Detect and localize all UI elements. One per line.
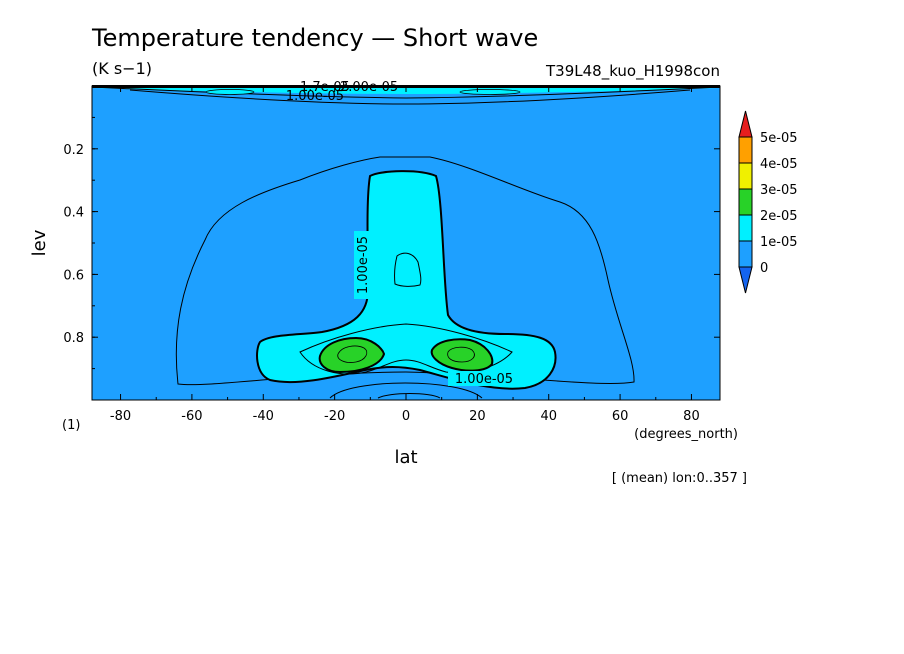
bottom-contour-2 [377,393,441,399]
colorbar-box [738,162,753,190]
plot-area: 1.00e-051.00e-051.00e-051.7e-052.00e-05 [91,80,721,401]
colorbar-box [738,214,753,242]
top-contour-2 [129,89,691,105]
y-tick-label: 0.4 [63,206,84,221]
y-axis: 0.2 0.4 0.6 0.8 [63,116,720,401]
colorbar-box [738,136,753,164]
green-max-right [430,338,494,372]
units-label: (K s−1) [92,59,152,78]
colorbar-label: 5e-05 [760,131,798,146]
x-axis: -80 -60 -40 -20 0 20 40 60 80 [110,86,700,424]
y-axis-units: (1) [62,418,80,433]
cyan-region [256,170,557,390]
colorbar-label: 1e-05 [760,235,798,250]
contour-label-top: 1.00e-05 [286,89,344,104]
x-axis-label: lat [394,447,417,468]
x-axis-units: (degrees_north) [634,427,738,442]
x-tick-label: 0 [402,409,410,424]
colorbar-label: 0 [760,261,768,276]
x-tick-label: -40 [253,409,274,424]
y-tick-label: 0.6 [63,268,84,283]
contour-label-top-a: 1.7e-05 [300,80,350,95]
outer-contour [175,156,635,386]
run-label: T39L48_kuo_H1998con [545,62,720,81]
colorbar-label: 4e-05 [760,157,798,172]
contour-label: 1.00e-05 [356,236,371,294]
contour-labels: 1.00e-051.00e-051.00e-051.7e-052.00e-05 [286,80,520,387]
green-max-left [318,336,386,374]
colorbar-label: 3e-05 [760,183,798,198]
top-cell-left [205,89,255,95]
y-tick-label: 0.2 [63,143,84,158]
colorbar: 5e-05 4e-05 3e-05 2e-05 1e-05 0 [738,110,798,294]
contour-label-bg [448,371,520,386]
colorbar-label: 2e-05 [760,209,798,224]
chart-title: Temperature tendency — Short wave [91,24,538,52]
x-tick-label: -80 [110,409,131,424]
contour-label: 1.00e-05 [455,372,513,387]
contour-label-bg [354,231,370,299]
x-tick-label: 60 [612,409,629,424]
colorbar-box [738,240,753,268]
x-tick-label: -20 [324,409,345,424]
green-inner-left [337,345,368,363]
contour-label-top-b: 2.00e-05 [340,80,398,95]
colorbar-under-triangle [738,266,753,294]
colorbar-over-triangle [738,110,753,138]
x-tick-label: 20 [469,409,486,424]
inner-contour-column [394,252,422,287]
y-tick-label: 0.8 [63,331,84,346]
x-tick-label: 80 [683,409,700,424]
bottom-contour [329,382,483,399]
footnote: [ (mean) lon:0..357 ] [612,471,747,486]
x-tick-label: 40 [540,409,557,424]
green-inner-right [447,346,475,363]
y-axis-label: lev [29,229,50,256]
top-cell-right [459,89,521,95]
x-tick-label: -60 [181,409,202,424]
colorbar-box [738,188,753,216]
